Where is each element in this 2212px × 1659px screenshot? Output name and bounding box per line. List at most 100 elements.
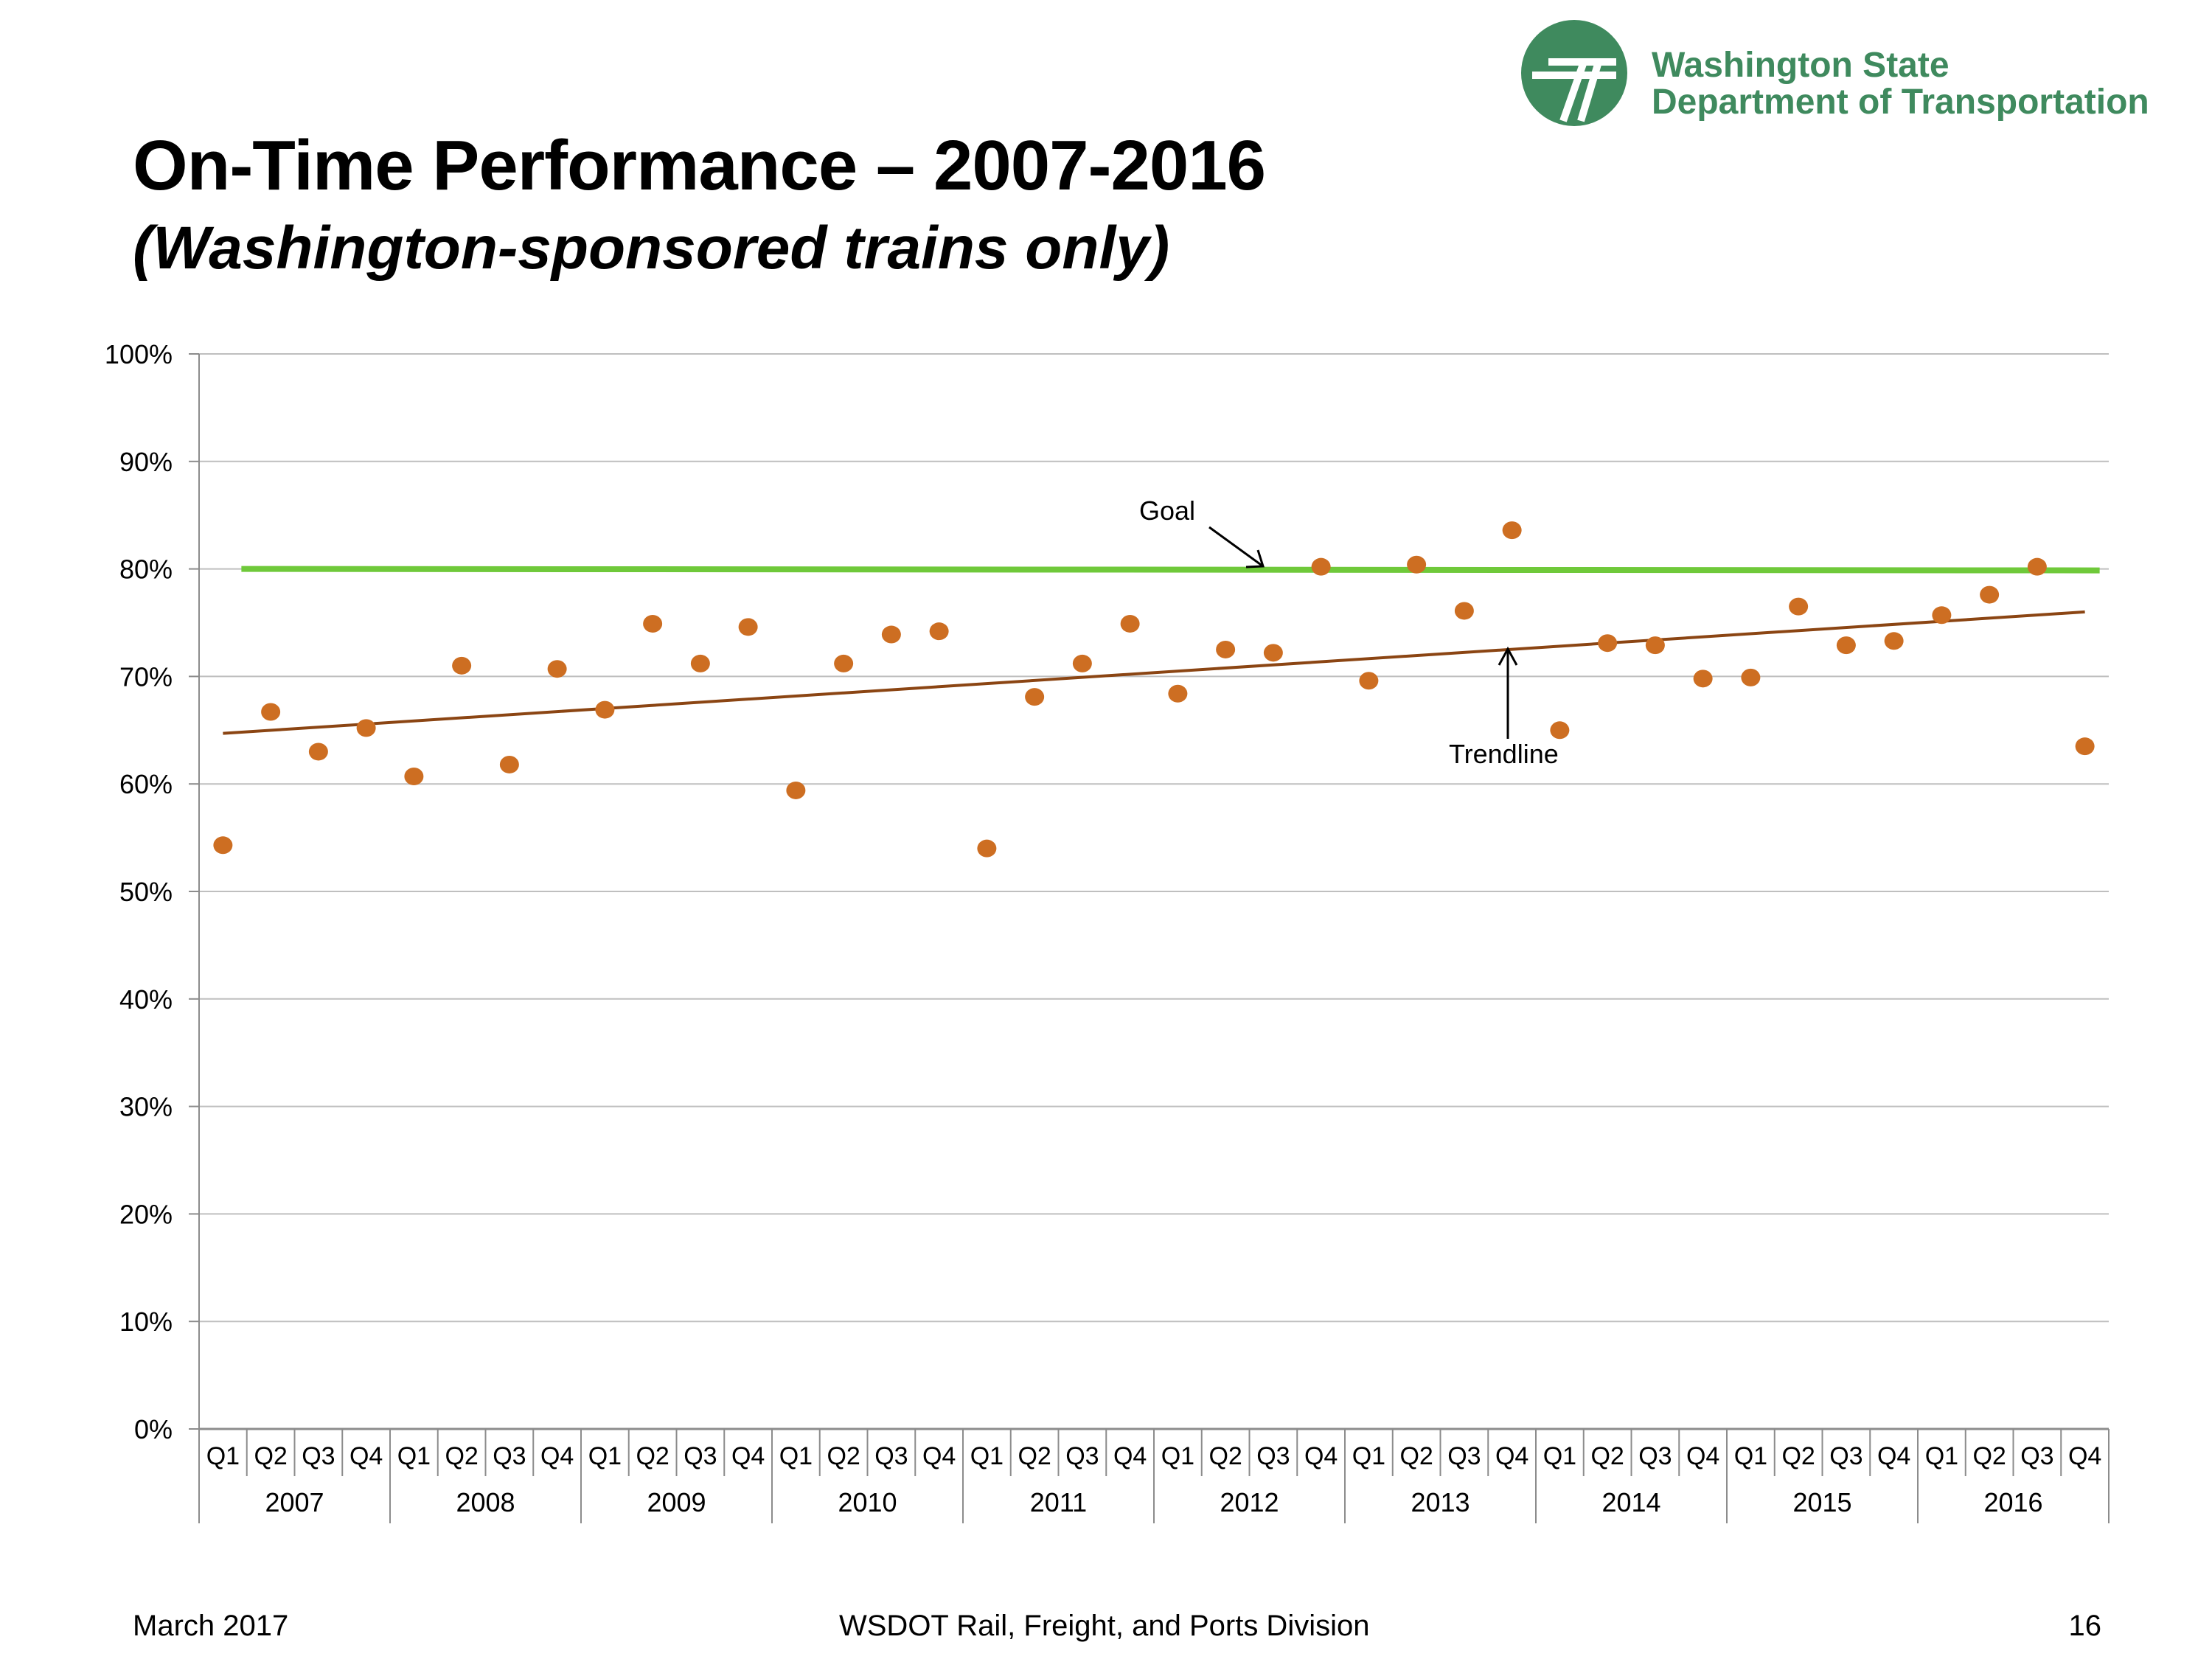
data-point <box>213 836 233 855</box>
x-tick-label-quarter: Q3 <box>684 1442 717 1470</box>
y-tick-label: 80% <box>119 554 173 585</box>
x-tick-label-year: 2015 <box>1792 1487 1851 1517</box>
logo-line-2: Department of Transportation <box>1652 83 2149 122</box>
trendline-arrowhead-icon <box>1498 646 1518 666</box>
x-tick-label-quarter: Q1 <box>206 1442 240 1470</box>
y-tick-label: 0% <box>134 1414 173 1444</box>
x-tick-label-year: 2014 <box>1601 1487 1660 1517</box>
x-tick-label-quarter: Q4 <box>922 1442 956 1470</box>
x-tick-label-year: 2010 <box>838 1487 897 1517</box>
data-point <box>1454 602 1474 620</box>
data-point <box>786 781 806 799</box>
x-tick-label-quarter: Q4 <box>1495 1442 1528 1470</box>
data-point <box>261 703 281 721</box>
x-tick-label-quarter: Q3 <box>1638 1442 1672 1470</box>
data-point <box>1980 585 2000 604</box>
goal-arrowhead-icon <box>1245 549 1265 568</box>
data-point <box>1645 636 1665 655</box>
data-point <box>308 742 328 761</box>
logo-line-1: Washington State <box>1652 46 1950 85</box>
y-tick-label: 30% <box>119 1092 173 1122</box>
x-tick-label-quarter: Q4 <box>1877 1442 1910 1470</box>
data-point <box>977 839 997 858</box>
data-point <box>1311 557 1331 576</box>
x-tick-label-quarter: Q1 <box>1925 1442 1958 1470</box>
x-tick-label-year: 2012 <box>1220 1487 1279 1517</box>
wsdot-logo-mark-icon <box>1521 20 1627 126</box>
x-tick-label-quarter: Q2 <box>1208 1442 1242 1470</box>
annotation-layer: Goal Trendline <box>1139 495 1559 769</box>
x-tick-label-quarter: Q4 <box>1686 1442 1719 1470</box>
footer-division: WSDOT Rail, Freight, and Ports Division <box>839 1610 1370 1642</box>
footer-page-number: 16 <box>2068 1610 2102 1642</box>
x-tick-label-quarter: Q2 <box>636 1442 669 1470</box>
x-tick-label-quarter: Q3 <box>1829 1442 1863 1470</box>
data-point <box>1598 634 1618 653</box>
x-tick-label-quarter: Q4 <box>1304 1442 1338 1470</box>
data-point <box>1836 636 1856 655</box>
line-layer <box>223 566 2100 735</box>
x-tick-label-quarter: Q3 <box>1256 1442 1290 1470</box>
y-tick-label: 40% <box>119 984 173 1015</box>
x-tick-label-year: 2016 <box>1983 1487 2042 1517</box>
point-layer <box>213 521 2095 858</box>
data-point <box>738 618 758 636</box>
data-point <box>1216 640 1236 658</box>
wsdot-logo: Washington State Department of Transport… <box>1519 18 2183 136</box>
slide-subtitle: (Washington-sponsored trains only) <box>133 215 1170 282</box>
data-point <box>1741 668 1761 686</box>
x-tick-label-quarter: Q1 <box>588 1442 622 1470</box>
data-point <box>452 656 472 675</box>
axis-layer: 0% 10% 20% 30% 40% 50% 60% 70% 80% 90% 100% Q1 Q2 Q3 Q… <box>105 339 2110 1523</box>
x-tick-label-quarter: Q4 <box>2068 1442 2101 1470</box>
y-tick-label: 20% <box>119 1199 173 1229</box>
goal-line <box>241 566 2100 574</box>
x-tick-label-quarter: Q4 <box>731 1442 765 1470</box>
data-point <box>356 719 376 737</box>
data-point <box>929 622 949 641</box>
data-point <box>1932 606 1952 625</box>
data-point <box>2075 737 2095 756</box>
x-tick-label-year: 2011 <box>1030 1487 1087 1517</box>
footer-date: March 2017 <box>133 1610 289 1642</box>
x-tick-label-quarter: Q2 <box>1781 1442 1815 1470</box>
x-tick-label-year: 2007 <box>265 1487 324 1517</box>
x-tick-label-year: 2008 <box>456 1487 515 1517</box>
trendline <box>223 610 2085 735</box>
x-tick-label-quarter: Q1 <box>779 1442 813 1470</box>
x-tick-label-quarter: Q1 <box>1543 1442 1576 1470</box>
x-tick-label-quarter: Q1 <box>397 1442 431 1470</box>
grid-layer <box>199 353 2109 1323</box>
goal-arrow <box>1208 526 1264 568</box>
y-tick-label: 70% <box>119 661 173 692</box>
x-tick-label-quarter: Q1 <box>1734 1442 1767 1470</box>
data-point <box>643 614 663 633</box>
x-tick-label-quarter: Q2 <box>1590 1442 1624 1470</box>
x-tick-label-quarter: Q3 <box>874 1442 908 1470</box>
y-tick-label: 10% <box>119 1307 173 1337</box>
y-tick-label: 50% <box>119 877 173 907</box>
data-point <box>690 654 710 672</box>
x-tick-label-quarter: Q2 <box>1399 1442 1433 1470</box>
x-tick-label-quarter: Q2 <box>1018 1442 1051 1470</box>
x-tick-label-quarter: Q2 <box>1972 1442 2006 1470</box>
data-point <box>1789 597 1809 616</box>
slide-title: On-Time Performance – 2007-2016 <box>133 126 1266 205</box>
data-point <box>1407 555 1427 574</box>
data-point <box>595 700 615 719</box>
data-point <box>1693 669 1713 688</box>
trendline-label: Trendline <box>1449 739 1559 769</box>
x-tick-label-year: 2013 <box>1411 1487 1470 1517</box>
data-point <box>1884 632 1904 650</box>
x-tick-label-quarter: Q1 <box>1161 1442 1194 1470</box>
x-tick-label-quarter: Q3 <box>493 1442 526 1470</box>
y-tick-label: 90% <box>119 447 173 477</box>
data-point <box>1263 644 1283 662</box>
data-point <box>404 767 424 785</box>
data-point <box>881 625 901 644</box>
data-point <box>1359 672 1379 690</box>
x-tick-label-quarter: Q4 <box>349 1442 383 1470</box>
data-point <box>547 660 567 678</box>
